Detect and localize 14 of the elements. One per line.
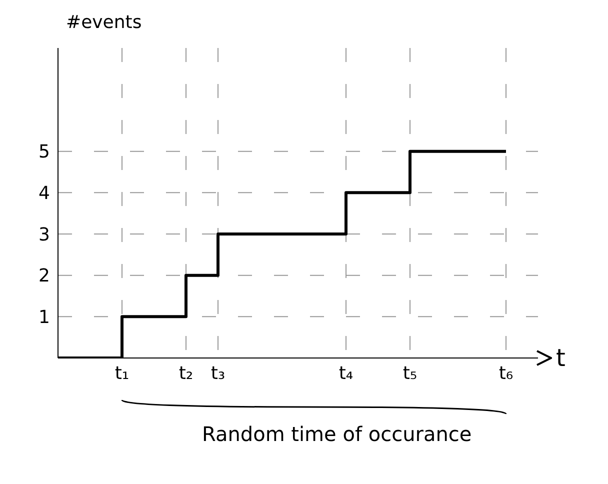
- x-tick-label: t₃: [210, 362, 226, 384]
- x-tick-label: t₆: [498, 362, 514, 384]
- x-axis-title: t: [556, 344, 566, 372]
- y-tick-label: 1: [38, 307, 50, 328]
- x-tick-label: t₁: [114, 362, 130, 384]
- y-tick-label: 4: [38, 183, 50, 204]
- x-tick-label: t₅: [402, 362, 418, 384]
- y-axis-title: #events: [66, 12, 142, 33]
- x-tick-label: t₂: [178, 362, 194, 384]
- y-tick-label: 5: [38, 142, 50, 163]
- y-tick-label: 2: [38, 266, 50, 287]
- text: Random time of occurance: [202, 422, 472, 446]
- x-tick-label: t₄: [338, 362, 354, 384]
- y-tick-label: 3: [38, 224, 50, 246]
